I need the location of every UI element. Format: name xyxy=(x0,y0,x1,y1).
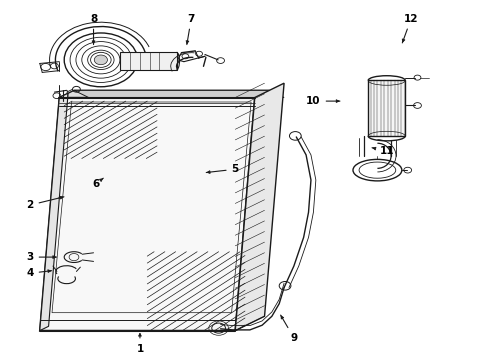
Polygon shape xyxy=(74,90,284,98)
Text: 3: 3 xyxy=(26,252,56,262)
Text: 1: 1 xyxy=(136,335,144,354)
Text: 10: 10 xyxy=(306,96,340,106)
Text: 6: 6 xyxy=(92,178,103,189)
Polygon shape xyxy=(40,93,68,330)
Text: 7: 7 xyxy=(187,14,195,45)
Text: 11: 11 xyxy=(372,146,394,156)
Polygon shape xyxy=(121,52,176,69)
Polygon shape xyxy=(59,90,270,98)
Polygon shape xyxy=(235,83,284,330)
Text: 8: 8 xyxy=(90,14,97,45)
Text: 4: 4 xyxy=(26,268,51,278)
Polygon shape xyxy=(40,98,255,330)
Text: 5: 5 xyxy=(206,164,239,174)
Polygon shape xyxy=(368,81,405,136)
Text: 12: 12 xyxy=(402,14,418,43)
Circle shape xyxy=(94,55,107,65)
Text: 9: 9 xyxy=(281,315,297,343)
Text: 2: 2 xyxy=(26,197,64,210)
